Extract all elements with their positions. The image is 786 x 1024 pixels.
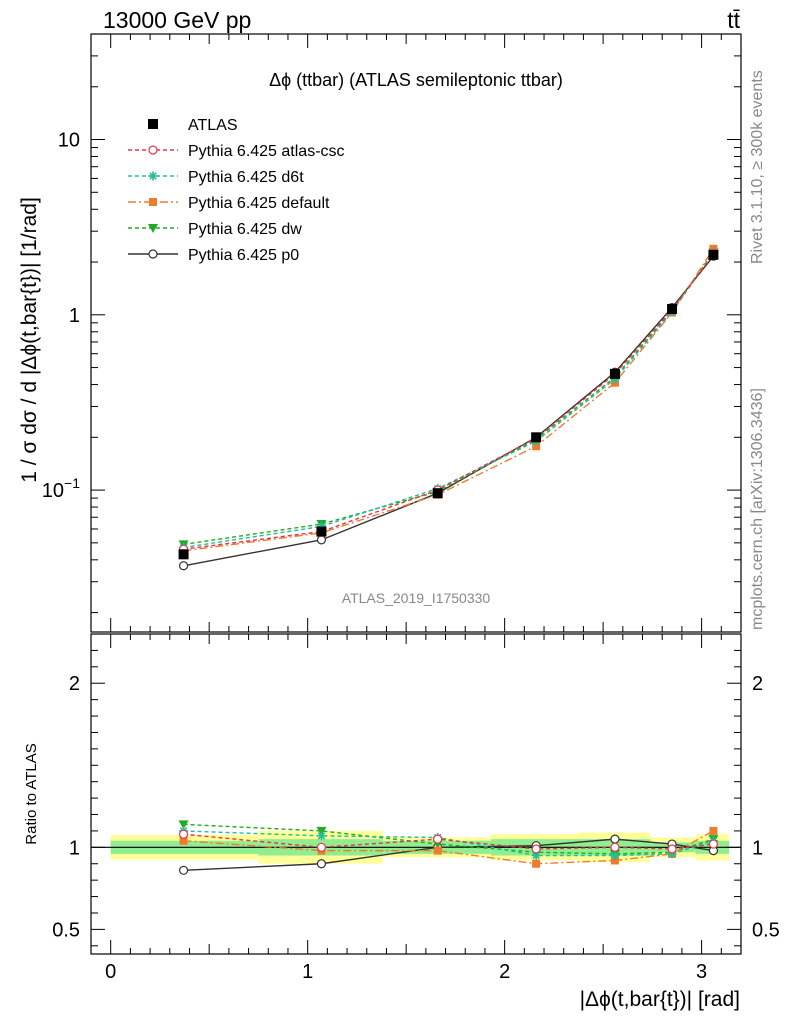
legend-marker-p0 bbox=[148, 249, 158, 259]
ratio-point-p0 bbox=[316, 859, 327, 869]
ratio-y-axis-label: Ratio to ATLAS bbox=[23, 743, 40, 844]
ratio-point-atlas_csc bbox=[708, 839, 719, 849]
legend-item-p0: Pythia 6.425 p0 bbox=[128, 247, 299, 264]
legend-marker-ATLAS bbox=[148, 119, 158, 129]
main-series-dw bbox=[178, 248, 719, 550]
main-series-p0 bbox=[178, 251, 719, 571]
main-y-tick-label: 1 bbox=[69, 305, 80, 327]
main-line-dw bbox=[183, 251, 714, 546]
legend-marker-dw bbox=[148, 224, 158, 233]
main-title: Δϕ (ttbar) (ATLAS semileptonic ttbar) bbox=[269, 70, 563, 90]
legend-item-d6t: Pythia 6.425 d6t bbox=[128, 169, 304, 186]
process-label: tt̄ bbox=[727, 7, 740, 33]
main-series-default bbox=[179, 244, 718, 555]
ratio-point-default bbox=[532, 859, 541, 868]
ratio-point-atlas_csc bbox=[316, 842, 327, 852]
ratio-y-tick-label-right: 0.5 bbox=[752, 919, 780, 941]
ratio-point-d6t bbox=[316, 831, 326, 841]
x-axis-label: |Δϕ(t,bar{t})| [rad] bbox=[580, 988, 740, 1011]
main-y-tick-label: 10 bbox=[58, 130, 80, 152]
analysis-watermark: ATLAS_2019_I1750330 bbox=[342, 590, 491, 606]
ratio-series-atlas_csc bbox=[178, 829, 719, 854]
legend-item-ATLAS: ATLAS bbox=[148, 117, 238, 134]
ratio-point-p0 bbox=[610, 834, 620, 844]
ratio-y-ticks: 0.5 0.5 1 1 2 2 bbox=[52, 649, 780, 947]
x-tick-label: 0 bbox=[105, 961, 116, 983]
main-line-default bbox=[183, 248, 715, 552]
rivet-version-label: Rivet 3.1.10, ≥ 300k events bbox=[749, 70, 766, 264]
ratio-point-atlas_csc bbox=[433, 834, 443, 844]
ratio-point-atlas_csc bbox=[178, 829, 189, 839]
legend-item-atlas_csc: Pythia 6.425 atlas-csc bbox=[128, 143, 345, 160]
main-y-tick-label: 10−1 bbox=[42, 475, 80, 502]
main-y-axis-label: 1 / σ dσ / d |Δϕ(t,bar{t})| [1/rad] bbox=[18, 197, 41, 483]
ratio-y-tick-label-left: 0.5 bbox=[52, 919, 80, 941]
legend-marker-default bbox=[149, 198, 157, 206]
ratio-point-atlas_csc bbox=[610, 842, 620, 852]
ratio-point-default bbox=[433, 846, 442, 855]
main-point-ATLAS bbox=[667, 303, 678, 314]
main-series-ATLAS bbox=[178, 249, 719, 560]
ratio-y-tick-label-left: 2 bbox=[69, 673, 80, 695]
main-point-ATLAS bbox=[531, 432, 542, 443]
ratio-point-atlas_csc bbox=[531, 844, 541, 854]
main-plot-frame bbox=[90, 33, 742, 633]
legend-label: Pythia 6.425 d6t bbox=[188, 169, 304, 186]
ratio-y-tick-label-right: 2 bbox=[752, 673, 763, 695]
legend-marker-atlas_csc bbox=[148, 145, 158, 155]
main-point-default bbox=[532, 442, 541, 451]
ratio-point-default bbox=[179, 836, 188, 845]
x-ticks: 0 1 2 3 bbox=[105, 34, 722, 983]
ratio-panel: Ratio to ATLAS |Δϕ(t,bar{t})| [rad] 0.5 0… bbox=[23, 34, 780, 1011]
ratio-series bbox=[178, 820, 719, 875]
main-point-ATLAS bbox=[432, 488, 443, 499]
main-point-ATLAS bbox=[178, 549, 189, 560]
main-line-atlas_csc bbox=[183, 253, 714, 550]
legend-item-dw: Pythia 6.425 dw bbox=[128, 221, 302, 238]
legend: ATLAS Pythia 6.425 atlas-csc Pythia 6.425 … bbox=[128, 117, 345, 264]
ratio-point-d6t bbox=[610, 851, 620, 861]
ratio-point-dw bbox=[178, 820, 189, 830]
ratio-plot-frame bbox=[90, 633, 742, 955]
energy-label: 13000 GeV pp bbox=[103, 7, 251, 33]
main-point-p0 bbox=[178, 561, 189, 571]
x-tick-label: 3 bbox=[696, 961, 707, 983]
legend-item-default: Pythia 6.425 default bbox=[128, 195, 330, 212]
main-series-d6t bbox=[179, 248, 718, 553]
legend-label: ATLAS bbox=[188, 117, 238, 134]
ratio-y-tick-label-right: 1 bbox=[752, 837, 763, 859]
ratio-y-tick-label-left: 1 bbox=[69, 837, 80, 859]
ratio-point-p0 bbox=[178, 865, 189, 875]
legend-label: Pythia 6.425 atlas-csc bbox=[188, 143, 345, 160]
main-point-ATLAS bbox=[609, 368, 620, 379]
ratio-point-atlas_csc bbox=[667, 844, 677, 854]
x-tick-label: 1 bbox=[302, 961, 313, 983]
ratio-point-default bbox=[610, 856, 619, 865]
main-series-atlas_csc bbox=[178, 249, 719, 554]
main-series bbox=[178, 244, 719, 571]
legend-label: Pythia 6.425 p0 bbox=[188, 247, 299, 264]
legend-marker-d6t bbox=[148, 171, 158, 181]
mcplots-label: mcplots.cern.ch [arXiv:1306.3436] bbox=[749, 388, 766, 630]
x-tick-label: 2 bbox=[499, 961, 510, 983]
main-y-ticks: 10−1 1 10 bbox=[42, 55, 741, 614]
main-point-ATLAS bbox=[708, 249, 719, 260]
main-panel: Δϕ (ttbar) (ATLAS semileptonic ttbar) AT… bbox=[18, 33, 742, 633]
legend-label: Pythia 6.425 default bbox=[188, 195, 330, 212]
main-line-d6t bbox=[183, 252, 714, 549]
main-point-ATLAS bbox=[316, 526, 327, 537]
main-point-p0 bbox=[316, 535, 327, 545]
main-line-p0 bbox=[183, 255, 714, 567]
ratio-point-default bbox=[709, 826, 718, 835]
legend-label: Pythia 6.425 dw bbox=[188, 221, 302, 238]
